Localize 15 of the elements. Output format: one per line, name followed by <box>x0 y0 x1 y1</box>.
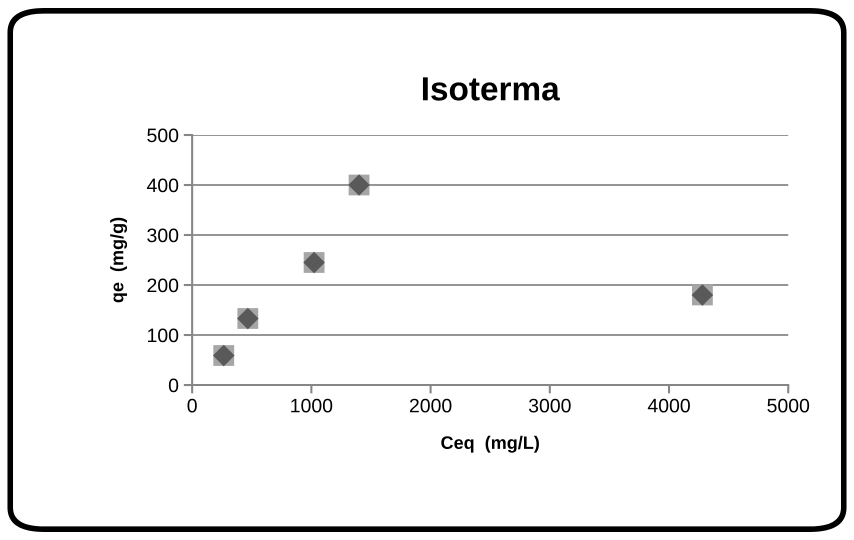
x-axis-title: Ceq (mg/L) <box>441 436 539 453</box>
y-tick-label: 0 <box>168 378 178 392</box>
y-tick-label: 200 <box>147 278 178 292</box>
x-tick-label: 1000 <box>291 398 332 412</box>
chart-title: Isoterma <box>422 77 560 101</box>
x-tick-label: 4000 <box>648 398 690 412</box>
y-tick-label: 400 <box>146 178 178 192</box>
y-tick-label: 100 <box>148 328 178 342</box>
y-tick-label: 500 <box>147 128 178 142</box>
y-axis-title: qe (mg/g) <box>110 218 128 302</box>
x-tick-label: 5000 <box>767 398 810 412</box>
x-tick-label: 2000 <box>410 398 452 412</box>
y-tick-label: 300 <box>147 228 178 242</box>
x-tick-label: 3000 <box>528 398 571 412</box>
x-tick-label: 0 <box>188 398 197 412</box>
